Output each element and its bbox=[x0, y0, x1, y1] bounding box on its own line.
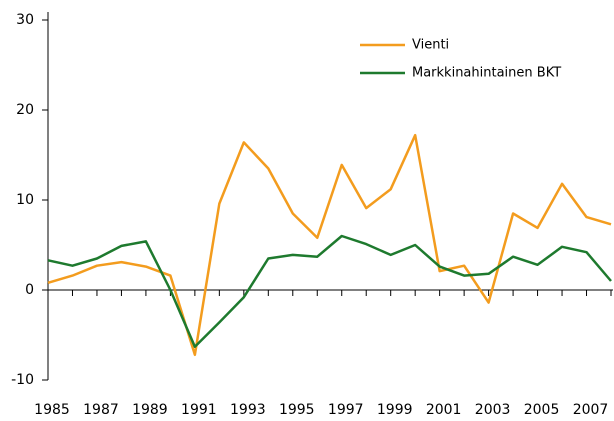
y-tick-label: 20 bbox=[16, 102, 34, 118]
series-line bbox=[47, 133, 612, 357]
x-tick-label: 1999 bbox=[377, 402, 413, 418]
x-tick-label: 2007 bbox=[573, 402, 609, 418]
y-tick-label: 30 bbox=[16, 12, 34, 28]
x-tick-label: 1995 bbox=[279, 402, 315, 418]
x-tick-label: 1997 bbox=[328, 402, 364, 418]
legend: Vienti Markkinahintainen BKT bbox=[360, 38, 561, 81]
legend-label: Markkinahintainen BKT bbox=[412, 66, 561, 81]
x-tick-label: 1991 bbox=[181, 402, 217, 418]
y-tick-label: 0 bbox=[25, 282, 34, 298]
x-tick-label: 2005 bbox=[524, 402, 560, 418]
x-tick-label: 2001 bbox=[426, 402, 462, 418]
y-tick-label: 10 bbox=[16, 192, 34, 208]
x-tick-label: 1985 bbox=[34, 402, 70, 418]
x-tick-label: 2003 bbox=[475, 402, 511, 418]
legend-label: Vienti bbox=[412, 38, 449, 53]
y-tick-label: -10 bbox=[11, 372, 34, 388]
series-line bbox=[47, 234, 612, 348]
x-tick-label: 1993 bbox=[230, 402, 266, 418]
x-tick-label: 1989 bbox=[132, 402, 168, 418]
x-tick-label: 1987 bbox=[83, 402, 119, 418]
